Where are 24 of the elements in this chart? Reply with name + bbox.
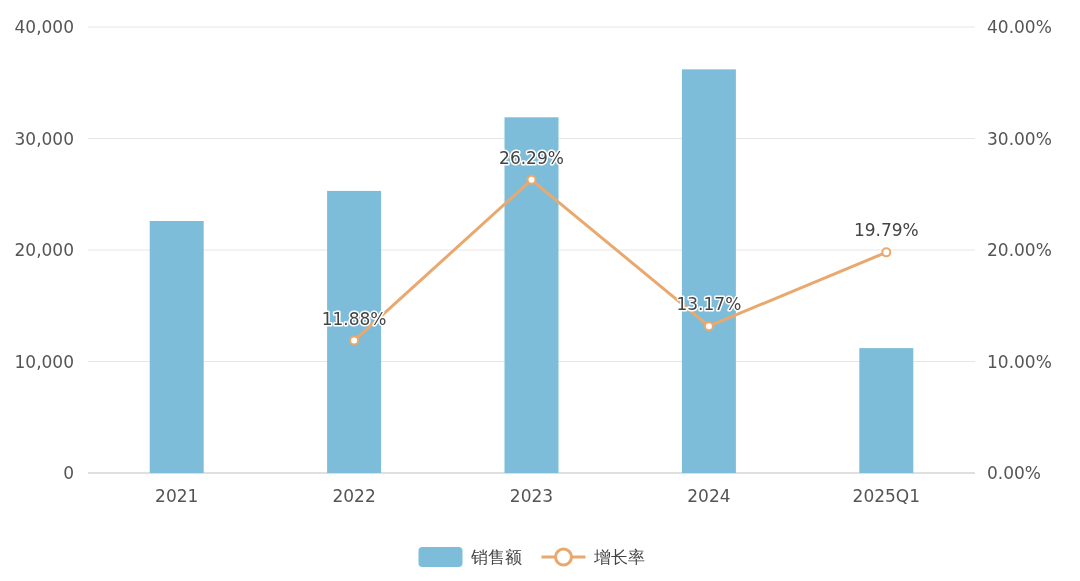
y-tick-label: 30,000 (14, 128, 74, 149)
data-label: 19.79% (853, 220, 919, 241)
point (881, 247, 892, 258)
y2-tick-label: 20.00% (987, 240, 1052, 260)
y2-tick-label: 40.00% (987, 17, 1052, 37)
bar (859, 348, 914, 473)
point (349, 335, 360, 346)
x-tick-label: 2021 (155, 486, 199, 506)
x-tick-label: 2022 (332, 486, 376, 506)
y-tick-label: 10,000 (14, 351, 74, 372)
x-tick-label: 2024 (687, 486, 731, 506)
y-tick-label: 40,000 (14, 17, 74, 37)
legend-label: 增长率 (592, 547, 645, 567)
x-tick-label: 2025Q1 (852, 486, 921, 506)
y2-tick-label: 10.00% (987, 351, 1052, 372)
y-tick-label: 0 (63, 463, 74, 483)
y2-tick-label: 30.00% (987, 128, 1052, 149)
point (703, 321, 714, 332)
legend-label: 销售额 (469, 547, 522, 567)
point (526, 174, 537, 185)
y-tick-label: 20,000 (14, 240, 74, 260)
bar (149, 221, 204, 473)
x-tick-label: 2023 (509, 486, 554, 506)
y2-tick-label: 0.00% (987, 463, 1042, 483)
